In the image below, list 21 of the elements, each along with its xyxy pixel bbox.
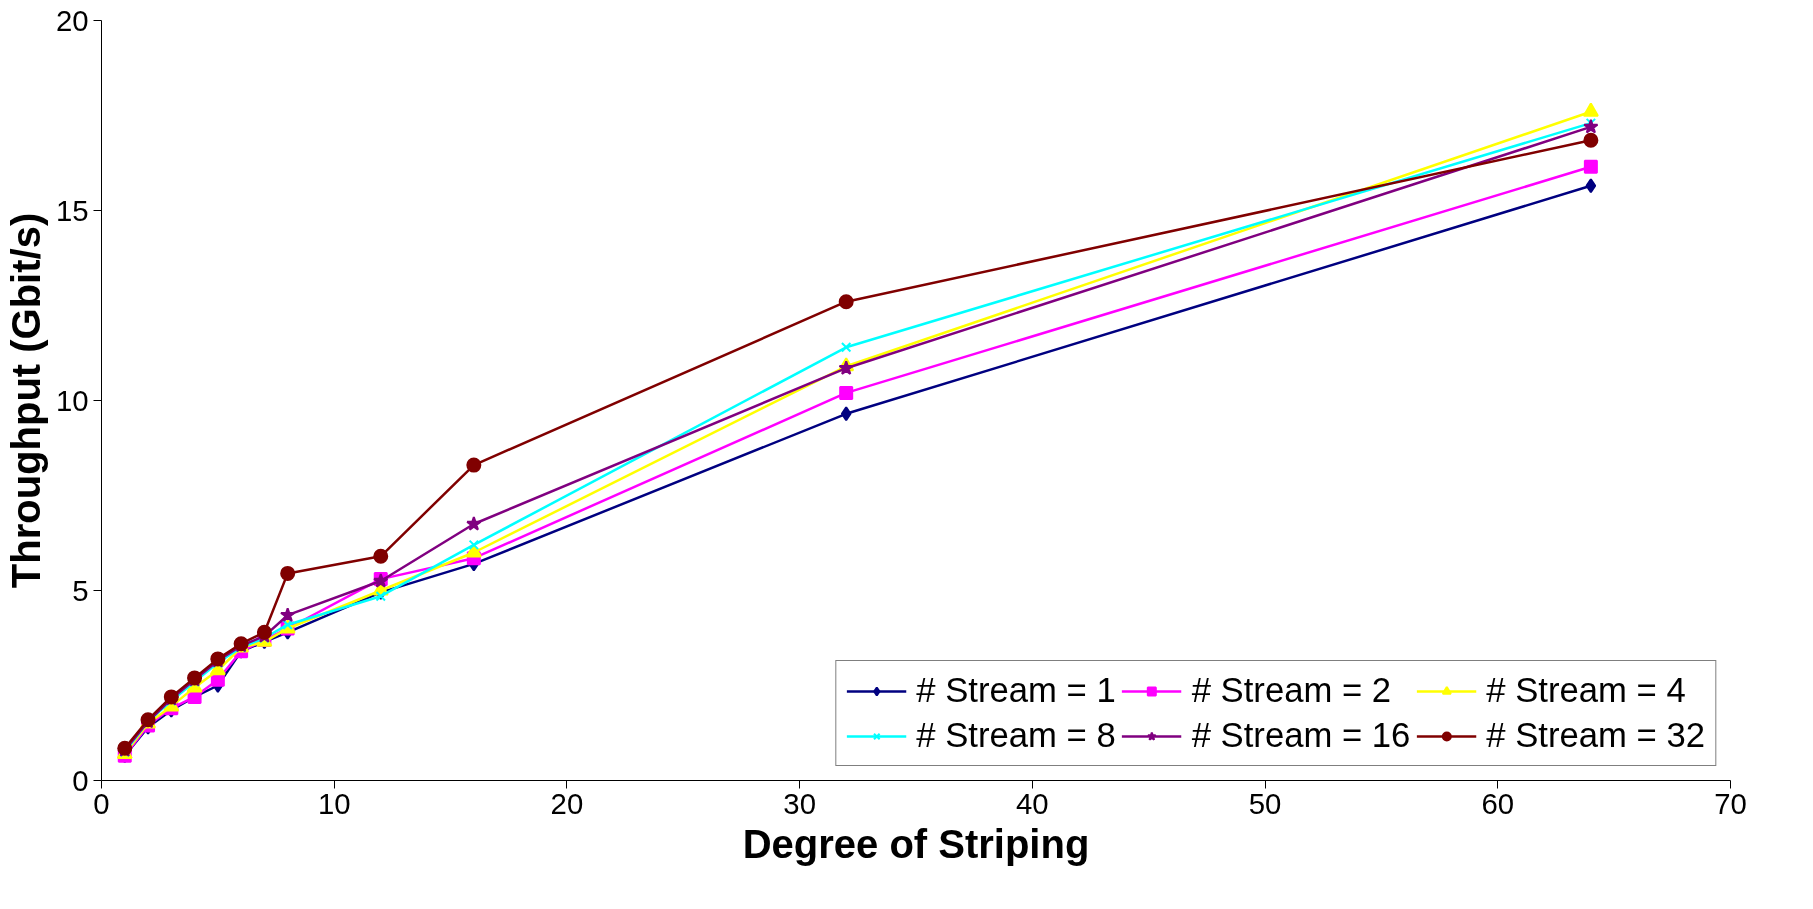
y-tick-label: 5	[72, 573, 89, 607]
legend-label: # Stream = 1	[916, 671, 1116, 710]
legend-label: # Stream = 32	[1486, 716, 1705, 755]
y-axis-title: Throughput (Gbit/s)	[3, 212, 48, 589]
x-axis-title: Degree of Striping	[742, 821, 1090, 866]
x-tick-label: 70	[1714, 786, 1747, 820]
x-tick-label: 50	[1248, 786, 1282, 820]
legend-label: # Stream = 4	[1486, 671, 1686, 710]
y-tick-label: 10	[55, 383, 89, 417]
legend-label: # Stream = 2	[1191, 671, 1392, 710]
x-tick-label: 0	[93, 786, 110, 820]
y-tick-label: 15	[55, 193, 89, 227]
x-tick-label: 30	[783, 786, 816, 820]
legend-label: # Stream = 16	[1191, 716, 1411, 755]
x-tick-label: 60	[1481, 786, 1515, 820]
x-tick-label: 20	[550, 786, 584, 820]
x-tick-label: 10	[317, 786, 351, 820]
legend-label: # Stream = 8	[916, 716, 1116, 755]
x-tick-label: 40	[1016, 786, 1049, 820]
y-tick-label: 0	[72, 763, 89, 797]
y-tick-label: 20	[55, 3, 89, 37]
